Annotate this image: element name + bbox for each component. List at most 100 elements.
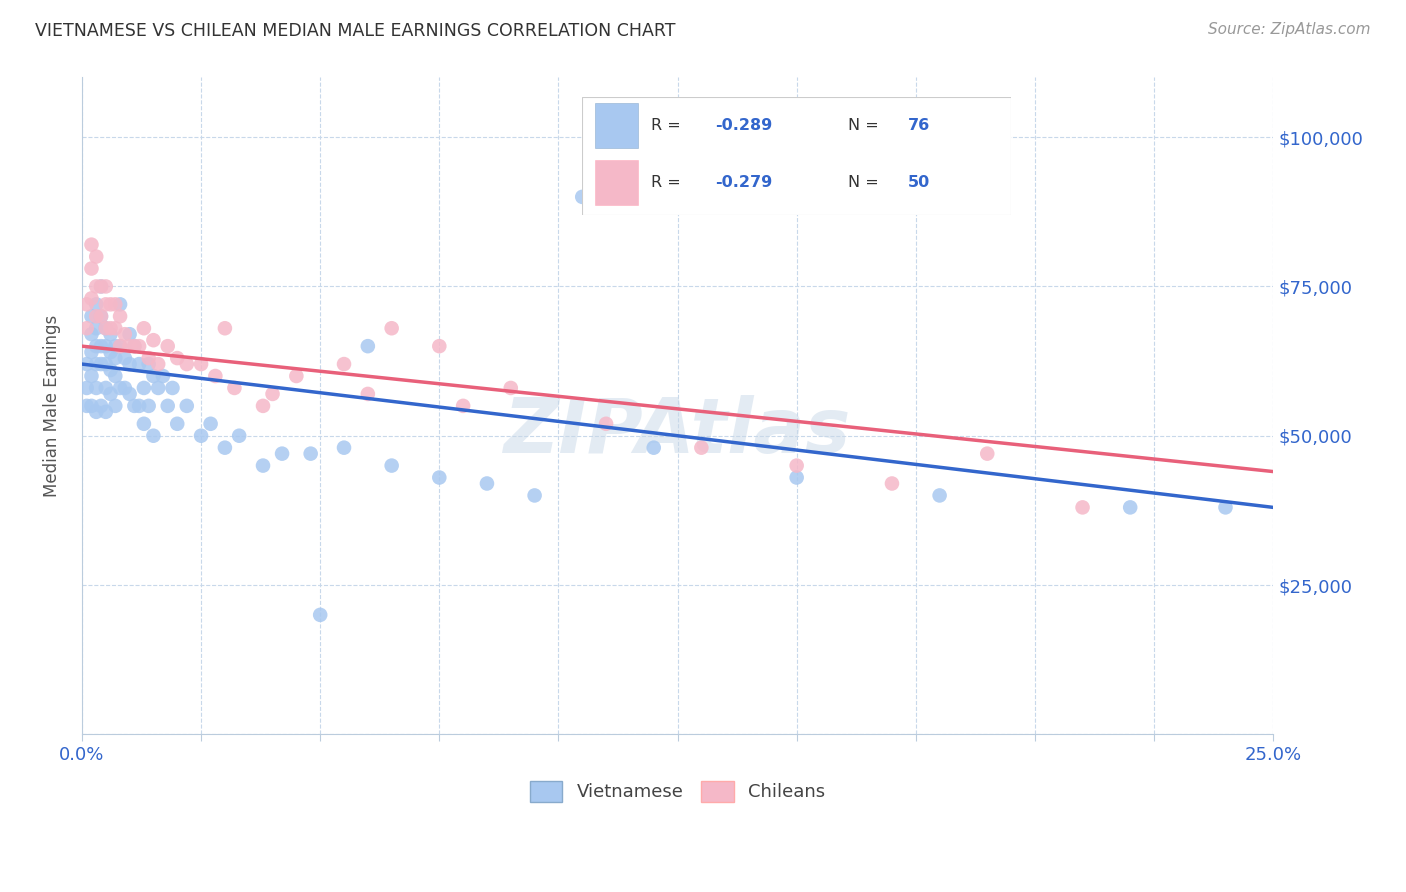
Point — [84, 405, 107, 419]
Point — [499, 381, 522, 395]
Text: ZIPAtlas: ZIPAtlas — [503, 395, 851, 469]
Point — [100, 327, 122, 342]
Legend: Vietnamese, Chileans: Vietnamese, Chileans — [520, 772, 835, 811]
Point — [118, 339, 141, 353]
Point — [333, 357, 356, 371]
Point — [132, 417, 155, 431]
Point — [118, 327, 141, 342]
Point — [80, 369, 103, 384]
Point — [142, 428, 165, 442]
Point — [190, 357, 212, 371]
Point — [427, 470, 450, 484]
Point — [114, 381, 136, 395]
Point — [76, 357, 98, 371]
Point — [84, 310, 107, 324]
Point — [162, 381, 184, 395]
Point — [152, 369, 174, 384]
Point — [690, 441, 713, 455]
Point — [381, 458, 404, 473]
Point — [94, 321, 117, 335]
Point — [80, 399, 103, 413]
Point — [90, 399, 112, 413]
Point — [166, 417, 188, 431]
Point — [94, 279, 117, 293]
Point — [381, 321, 404, 335]
Point — [80, 327, 103, 342]
Point — [80, 310, 103, 324]
Point — [252, 399, 274, 413]
Point — [128, 339, 150, 353]
Point — [285, 369, 308, 384]
Point — [118, 357, 141, 371]
Point — [132, 321, 155, 335]
Point — [309, 607, 332, 622]
Point — [204, 369, 226, 384]
Point — [128, 399, 150, 413]
Point — [104, 369, 127, 384]
Point — [80, 237, 103, 252]
Point — [104, 321, 127, 335]
Point — [94, 405, 117, 419]
Point — [100, 345, 122, 359]
Point — [76, 297, 98, 311]
Point — [1071, 500, 1094, 515]
Point — [643, 441, 665, 455]
Point — [786, 458, 808, 473]
Point — [176, 357, 198, 371]
Point — [333, 441, 356, 455]
Point — [90, 279, 112, 293]
Point — [80, 292, 103, 306]
Point — [595, 417, 617, 431]
Point — [523, 488, 546, 502]
Point — [156, 399, 179, 413]
Point — [142, 333, 165, 347]
Point — [571, 190, 593, 204]
Point — [80, 345, 103, 359]
Point — [224, 381, 246, 395]
Point — [214, 441, 236, 455]
Point — [451, 399, 474, 413]
Point — [1215, 500, 1237, 515]
Point — [138, 399, 160, 413]
Point — [124, 339, 146, 353]
Point — [138, 357, 160, 371]
Point — [100, 363, 122, 377]
Point — [148, 357, 170, 371]
Point — [90, 357, 112, 371]
Point — [1119, 500, 1142, 515]
Point — [94, 297, 117, 311]
Point — [357, 339, 380, 353]
Point — [142, 369, 165, 384]
Point — [108, 339, 131, 353]
Point — [262, 387, 284, 401]
Point — [84, 250, 107, 264]
Point — [108, 297, 131, 311]
Text: VIETNAMESE VS CHILEAN MEDIAN MALE EARNINGS CORRELATION CHART: VIETNAMESE VS CHILEAN MEDIAN MALE EARNIN… — [35, 22, 676, 40]
Point — [100, 321, 122, 335]
Point — [114, 351, 136, 365]
Point — [84, 357, 107, 371]
Point — [271, 447, 294, 461]
Point — [84, 279, 107, 293]
Point — [104, 297, 127, 311]
Point — [214, 321, 236, 335]
Point — [252, 458, 274, 473]
Point — [132, 381, 155, 395]
Point — [94, 321, 117, 335]
Point — [166, 351, 188, 365]
Y-axis label: Median Male Earnings: Median Male Earnings — [44, 315, 60, 497]
Point — [94, 381, 117, 395]
Point — [114, 327, 136, 342]
Point — [928, 488, 950, 502]
Point — [176, 399, 198, 413]
Point — [124, 339, 146, 353]
Point — [156, 339, 179, 353]
Point — [124, 399, 146, 413]
Point — [200, 417, 222, 431]
Point — [84, 321, 107, 335]
Point — [100, 387, 122, 401]
Point — [118, 387, 141, 401]
Point — [475, 476, 498, 491]
Point — [80, 261, 103, 276]
Point — [84, 339, 107, 353]
